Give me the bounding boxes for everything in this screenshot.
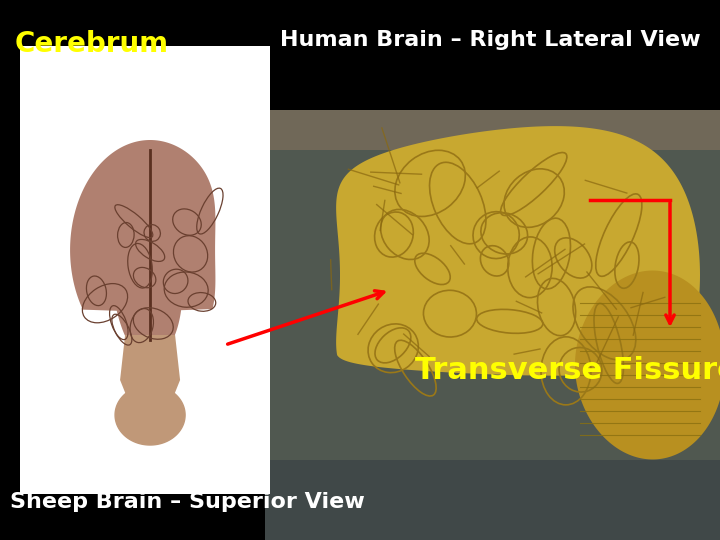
Polygon shape bbox=[70, 140, 215, 360]
Text: Transverse Fissure: Transverse Fissure bbox=[415, 356, 720, 385]
Bar bbox=[20, 46, 270, 494]
Polygon shape bbox=[336, 126, 700, 376]
Polygon shape bbox=[115, 385, 185, 445]
Text: Sheep Brain – Superior View: Sheep Brain – Superior View bbox=[10, 492, 365, 512]
Text: Human Brain – Right Lateral View: Human Brain – Right Lateral View bbox=[279, 30, 701, 50]
Text: Cerebrum: Cerebrum bbox=[15, 30, 169, 58]
Polygon shape bbox=[120, 335, 180, 420]
Bar bbox=[265, 110, 720, 540]
Bar bbox=[265, 460, 720, 540]
Polygon shape bbox=[575, 271, 720, 460]
Bar bbox=[265, 110, 720, 150]
